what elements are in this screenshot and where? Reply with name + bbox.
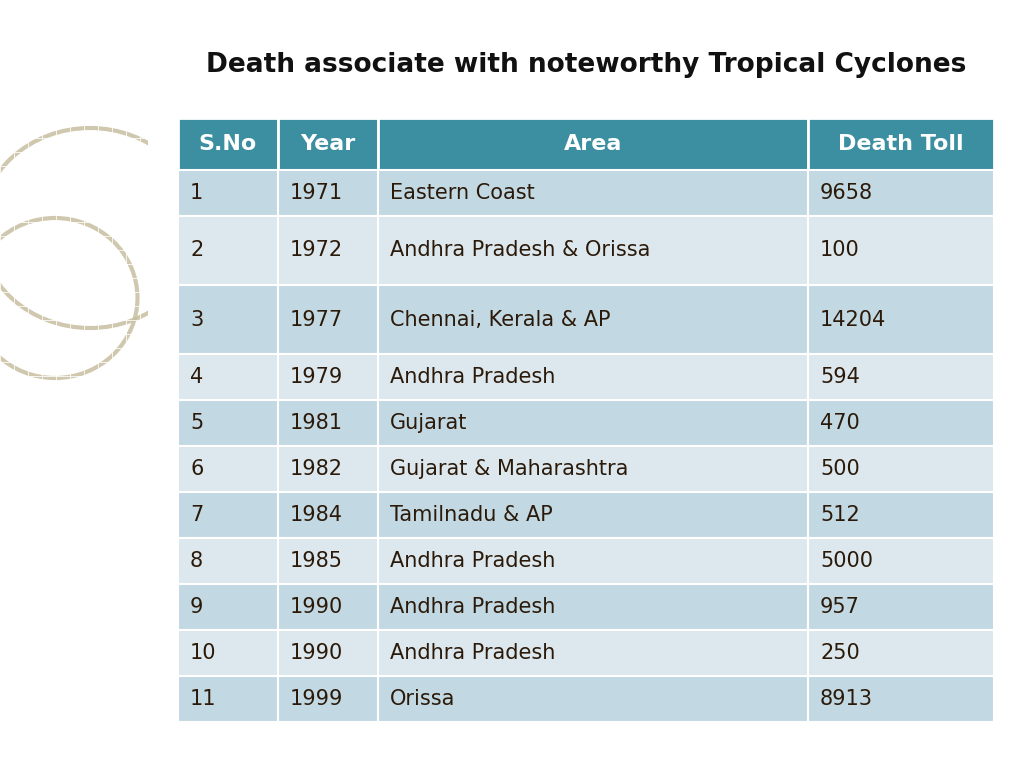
- FancyBboxPatch shape: [378, 584, 808, 630]
- FancyBboxPatch shape: [178, 170, 278, 216]
- FancyBboxPatch shape: [178, 538, 278, 584]
- Text: 2: 2: [190, 240, 203, 260]
- FancyBboxPatch shape: [278, 676, 378, 722]
- FancyBboxPatch shape: [808, 216, 994, 285]
- FancyBboxPatch shape: [378, 492, 808, 538]
- FancyBboxPatch shape: [178, 354, 278, 400]
- FancyBboxPatch shape: [378, 538, 808, 584]
- Text: 8913: 8913: [820, 689, 873, 709]
- Text: 5000: 5000: [820, 551, 873, 571]
- FancyBboxPatch shape: [378, 400, 808, 446]
- FancyBboxPatch shape: [278, 492, 378, 538]
- FancyBboxPatch shape: [178, 492, 278, 538]
- Text: 7: 7: [190, 505, 203, 525]
- FancyBboxPatch shape: [808, 285, 994, 354]
- FancyBboxPatch shape: [278, 400, 378, 446]
- FancyBboxPatch shape: [178, 400, 278, 446]
- Text: 4: 4: [190, 367, 203, 387]
- Text: 250: 250: [820, 643, 860, 663]
- Text: Andhra Pradesh: Andhra Pradesh: [390, 597, 555, 617]
- Text: Area: Area: [564, 134, 623, 154]
- Text: Tamilnadu & AP: Tamilnadu & AP: [390, 505, 553, 525]
- Text: 11: 11: [190, 689, 216, 709]
- Text: 9: 9: [190, 597, 204, 617]
- Text: 470: 470: [820, 413, 860, 433]
- FancyBboxPatch shape: [278, 216, 378, 285]
- Text: 6: 6: [190, 459, 204, 479]
- FancyBboxPatch shape: [178, 676, 278, 722]
- Text: Gujarat: Gujarat: [390, 413, 467, 433]
- Text: Death Toll: Death Toll: [839, 134, 964, 154]
- FancyBboxPatch shape: [808, 170, 994, 216]
- Text: 100: 100: [820, 240, 860, 260]
- FancyBboxPatch shape: [378, 630, 808, 676]
- Text: 957: 957: [820, 597, 860, 617]
- FancyBboxPatch shape: [278, 630, 378, 676]
- FancyBboxPatch shape: [808, 400, 994, 446]
- Text: 500: 500: [820, 459, 860, 479]
- FancyBboxPatch shape: [808, 630, 994, 676]
- FancyBboxPatch shape: [178, 118, 278, 170]
- FancyBboxPatch shape: [808, 584, 994, 630]
- Text: 1971: 1971: [290, 183, 343, 203]
- Text: 1981: 1981: [290, 413, 343, 433]
- Text: Chennai, Kerala & AP: Chennai, Kerala & AP: [390, 310, 610, 329]
- Text: 10: 10: [190, 643, 216, 663]
- FancyBboxPatch shape: [808, 118, 994, 170]
- FancyBboxPatch shape: [378, 446, 808, 492]
- Text: 9658: 9658: [820, 183, 873, 203]
- FancyBboxPatch shape: [178, 630, 278, 676]
- Text: 1999: 1999: [290, 689, 343, 709]
- FancyBboxPatch shape: [378, 285, 808, 354]
- Text: 1979: 1979: [290, 367, 343, 387]
- Text: 594: 594: [820, 367, 860, 387]
- FancyBboxPatch shape: [808, 676, 994, 722]
- Text: 1985: 1985: [290, 551, 343, 571]
- FancyBboxPatch shape: [278, 584, 378, 630]
- FancyBboxPatch shape: [278, 285, 378, 354]
- Text: 1990: 1990: [290, 597, 343, 617]
- FancyBboxPatch shape: [278, 118, 378, 170]
- FancyBboxPatch shape: [378, 216, 808, 285]
- Text: 3: 3: [190, 310, 203, 329]
- Text: Gujarat & Maharashtra: Gujarat & Maharashtra: [390, 459, 629, 479]
- FancyBboxPatch shape: [378, 118, 808, 170]
- Text: 5: 5: [190, 413, 203, 433]
- FancyBboxPatch shape: [278, 538, 378, 584]
- FancyBboxPatch shape: [178, 216, 278, 285]
- Text: 1977: 1977: [290, 310, 343, 329]
- Text: 1990: 1990: [290, 643, 343, 663]
- Text: Andhra Pradesh & Orissa: Andhra Pradesh & Orissa: [390, 240, 650, 260]
- FancyBboxPatch shape: [178, 584, 278, 630]
- Text: Eastern Coast: Eastern Coast: [390, 183, 535, 203]
- FancyBboxPatch shape: [378, 170, 808, 216]
- Text: Andhra Pradesh: Andhra Pradesh: [390, 643, 555, 663]
- Text: Andhra Pradesh: Andhra Pradesh: [390, 551, 555, 571]
- Text: 8: 8: [190, 551, 203, 571]
- Text: Andhra Pradesh: Andhra Pradesh: [390, 367, 555, 387]
- Text: 1984: 1984: [290, 505, 343, 525]
- FancyBboxPatch shape: [378, 676, 808, 722]
- Text: S.No: S.No: [199, 134, 257, 154]
- FancyBboxPatch shape: [808, 538, 994, 584]
- FancyBboxPatch shape: [378, 354, 808, 400]
- FancyBboxPatch shape: [178, 446, 278, 492]
- FancyBboxPatch shape: [278, 446, 378, 492]
- Text: Year: Year: [300, 134, 355, 154]
- Text: 512: 512: [820, 505, 860, 525]
- Text: 14204: 14204: [820, 310, 886, 329]
- Text: 1972: 1972: [290, 240, 343, 260]
- Text: Orissa: Orissa: [390, 689, 456, 709]
- Text: 1982: 1982: [290, 459, 343, 479]
- FancyBboxPatch shape: [808, 492, 994, 538]
- FancyBboxPatch shape: [178, 285, 278, 354]
- FancyBboxPatch shape: [808, 446, 994, 492]
- Text: 1: 1: [190, 183, 203, 203]
- Text: Death associate with noteworthy Tropical Cyclones: Death associate with noteworthy Tropical…: [206, 52, 967, 78]
- FancyBboxPatch shape: [278, 354, 378, 400]
- FancyBboxPatch shape: [278, 170, 378, 216]
- FancyBboxPatch shape: [808, 354, 994, 400]
